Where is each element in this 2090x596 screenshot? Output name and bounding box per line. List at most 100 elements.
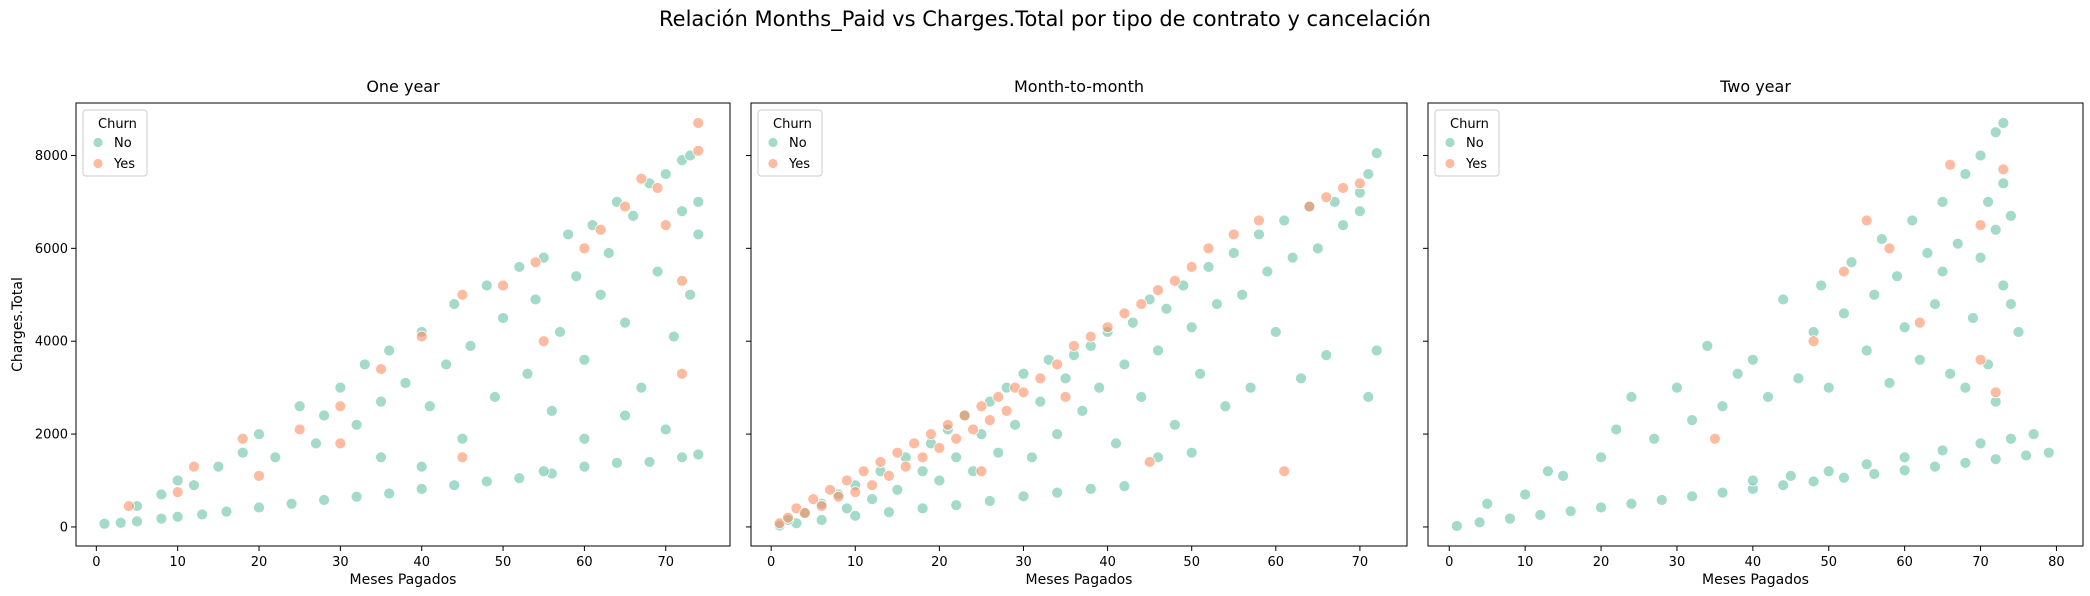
point-yes	[975, 465, 988, 478]
point-yes	[807, 493, 820, 505]
point-no	[464, 339, 477, 352]
point-no	[1822, 381, 1835, 394]
point-no	[415, 482, 428, 495]
x-tick-label: 10	[1517, 555, 1534, 570]
point-no	[1311, 242, 1324, 255]
point-no	[537, 465, 550, 478]
legend-marker-yes	[92, 158, 104, 169]
subplot-title: Two year	[1719, 77, 1791, 96]
point-yes	[1354, 177, 1366, 190]
point-no	[659, 423, 672, 436]
point-no	[358, 358, 371, 371]
subplot-1: One year 0 10 20 30 40 50 60 70 0 2000 4000 6000 8000…	[10, 77, 731, 588]
point-no	[350, 490, 363, 503]
point-no	[1959, 456, 1972, 469]
point-no	[253, 501, 265, 514]
legend-marker-yes	[767, 158, 779, 169]
point-no	[529, 293, 542, 306]
point-yes	[967, 423, 979, 436]
point-yes	[676, 367, 688, 380]
point-yes	[1051, 358, 1064, 371]
point-no	[293, 400, 306, 413]
legend: Churn No Yes	[1434, 109, 1500, 177]
point-no	[1450, 520, 1463, 532]
point-no	[2004, 432, 2017, 445]
point-yes	[188, 460, 200, 473]
point-no	[1997, 279, 2010, 292]
point-yes	[958, 409, 971, 422]
x-tick-label: 70	[657, 555, 674, 570]
point-no	[114, 516, 127, 529]
point-yes	[782, 511, 794, 524]
point-no	[1868, 468, 1881, 480]
point-yes	[1974, 219, 1987, 232]
point-no	[950, 499, 963, 512]
legend-marker-no	[767, 137, 779, 148]
point-yes	[1989, 386, 2002, 399]
point-yes	[1883, 242, 1896, 255]
point-yes	[1320, 191, 1333, 204]
point-yes	[798, 507, 811, 519]
x-tick-label: 80	[2048, 555, 2065, 570]
x-tick-label: 50	[495, 555, 512, 570]
point-yes	[874, 456, 887, 468]
point-yes	[619, 200, 631, 213]
x-axis-label: Meses Pagados	[1702, 572, 1809, 588]
point-no	[1868, 288, 1881, 301]
point-no	[1777, 293, 1790, 306]
point-yes	[692, 117, 705, 129]
point-no	[1118, 480, 1131, 492]
x-tick-label: 30	[1669, 555, 1686, 570]
point-no	[1898, 464, 1911, 477]
point-yes	[1974, 353, 1987, 366]
point-yes	[908, 437, 921, 450]
point-no	[1076, 404, 1089, 417]
point-no	[480, 475, 493, 488]
point-no	[1009, 418, 1021, 431]
point-yes	[840, 474, 853, 487]
point-no	[521, 367, 534, 380]
point-yes	[866, 479, 879, 492]
point-no	[1504, 512, 1516, 525]
point-no	[1126, 316, 1139, 329]
point-yes	[456, 451, 469, 464]
point-yes	[815, 500, 828, 512]
point-no	[1792, 372, 1805, 385]
point-yes	[1944, 158, 1957, 171]
point-no	[594, 288, 607, 301]
point-yes	[1118, 307, 1131, 320]
point-no	[1370, 147, 1383, 160]
point-no	[220, 505, 233, 518]
point-no	[916, 465, 929, 478]
point-yes	[849, 486, 862, 499]
x-tick-label: 20	[251, 555, 268, 570]
point-no	[840, 502, 853, 515]
point-yes	[1303, 200, 1316, 213]
point-no	[131, 515, 143, 528]
point-no	[667, 330, 680, 343]
point-yes	[375, 363, 387, 375]
point-no	[554, 326, 566, 338]
axes-frame	[750, 102, 1408, 547]
point-no	[1936, 444, 1949, 457]
point-no	[1671, 381, 1683, 394]
x-tick-label: 10	[847, 555, 864, 570]
point-no	[1354, 205, 1366, 218]
legend-label-no: No	[114, 136, 132, 151]
y-tick-label: 4000	[35, 335, 68, 350]
point-no	[676, 205, 688, 218]
point-no	[1860, 344, 1873, 357]
point-no	[1951, 237, 1964, 250]
point-yes	[1227, 228, 1240, 241]
point-no	[1898, 451, 1911, 464]
point-no	[602, 247, 615, 259]
point-no	[1017, 490, 1030, 503]
point-yes	[1185, 261, 1198, 273]
axes-frame	[75, 102, 731, 547]
point-no	[1875, 233, 1888, 245]
point-no	[1731, 367, 1744, 380]
points	[773, 147, 1383, 532]
point-no	[1891, 270, 1903, 283]
point-no	[684, 288, 697, 301]
x-tick-label: 60	[1268, 555, 1285, 570]
